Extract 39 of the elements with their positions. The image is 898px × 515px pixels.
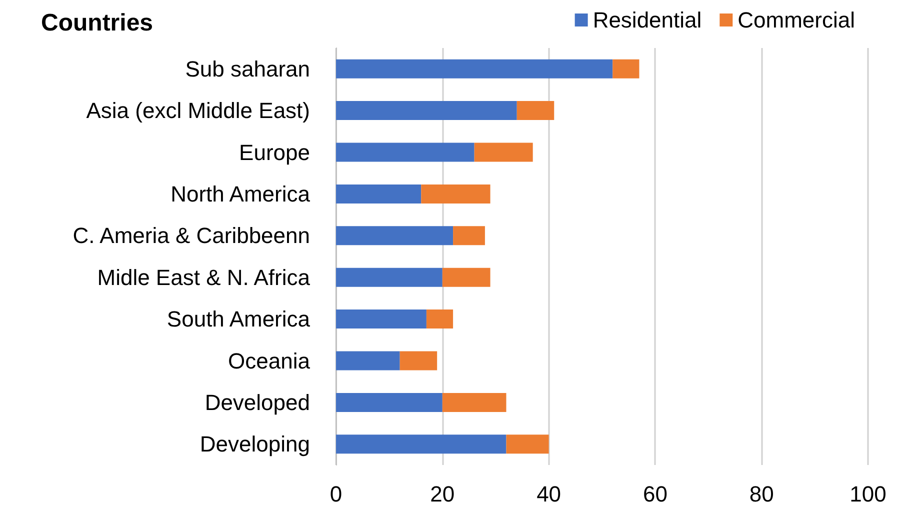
bar	[442, 268, 490, 287]
y-tick-label: Sub saharan	[185, 56, 310, 82]
y-tick-label: Developing	[200, 432, 310, 457]
bar	[336, 184, 422, 204]
y-tick-label: South America	[166, 306, 311, 332]
bar	[453, 226, 485, 246]
legend-label: Residential	[592, 8, 702, 32]
bar	[506, 434, 549, 454]
bar	[336, 142, 474, 162]
x-tick-label: 40	[536, 482, 562, 506]
y-tick-label: Developed	[204, 390, 310, 415]
bar	[612, 59, 640, 78]
bar	[336, 59, 613, 78]
bar	[336, 392, 442, 412]
bar	[421, 184, 490, 204]
bar	[336, 268, 442, 287]
x-tick-label: 20	[430, 482, 455, 506]
bar	[336, 310, 426, 329]
bar	[474, 142, 533, 162]
bar	[336, 434, 506, 454]
text: Countries	[41, 10, 154, 36]
bar	[516, 101, 554, 120]
y-tick-label: C. Ameria & Caribbeenn	[72, 223, 310, 248]
bar	[336, 101, 517, 120]
x-tick-label: 100	[850, 482, 886, 506]
legend-label: Commercial	[738, 8, 856, 32]
y-tick-label: Europe	[239, 140, 310, 165]
y-tick-label: Midle East & N. Africa	[97, 264, 311, 290]
bar	[442, 392, 506, 412]
bar	[336, 226, 454, 246]
y-tick-label: Oceania	[228, 348, 311, 374]
bar	[400, 351, 438, 370]
x-tick-label: 80	[749, 482, 774, 506]
bar	[336, 351, 400, 370]
y-tick-label: North America	[170, 181, 311, 206]
y-tick-label: Asia (excl Middle East)	[86, 98, 310, 124]
x-tick-label: 0	[330, 482, 342, 506]
bar	[426, 310, 454, 329]
x-tick-label: 60	[642, 482, 668, 506]
